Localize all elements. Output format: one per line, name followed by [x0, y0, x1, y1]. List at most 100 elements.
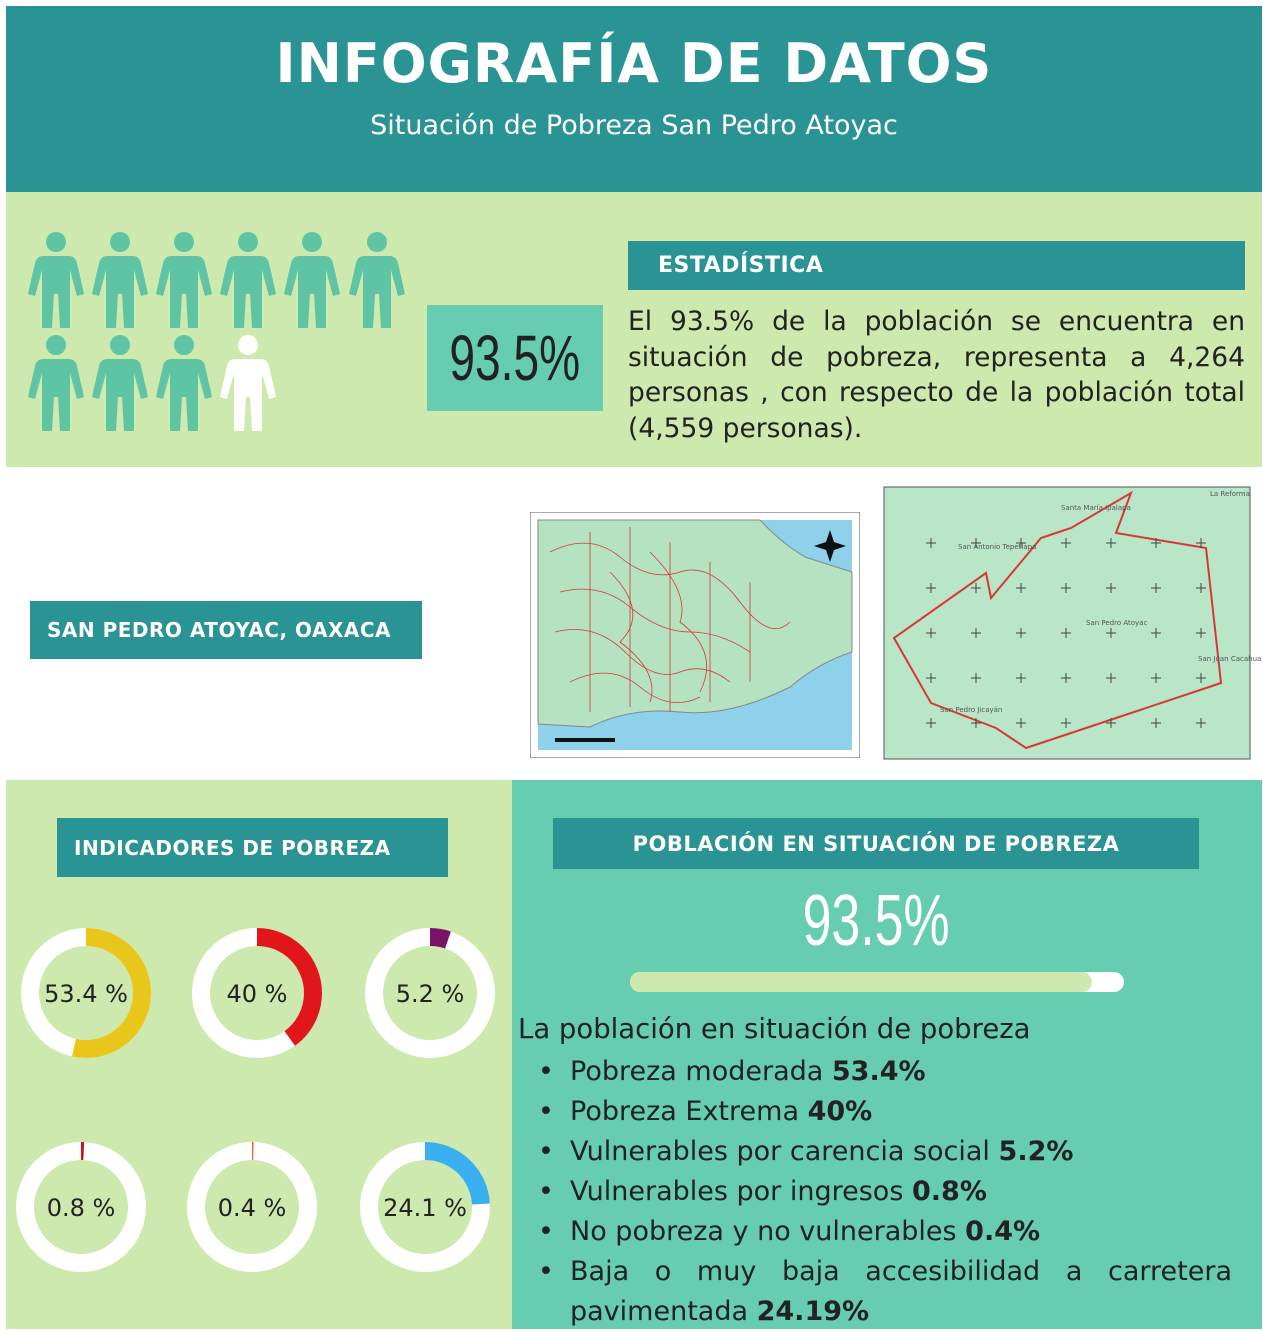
person-icon — [284, 232, 340, 328]
item-value: 0.8% — [911, 1176, 987, 1207]
map-place-label: San Antonio Tepetlapa — [958, 543, 1036, 551]
grid-cross — [1196, 673, 1206, 683]
person-icon — [28, 232, 84, 328]
grid-cross — [1151, 628, 1161, 638]
grid-cross — [971, 718, 981, 728]
donut-arc — [187, 1142, 317, 1272]
grid-cross — [1016, 538, 1026, 548]
municipal-borders — [549, 527, 791, 712]
grid-cross — [926, 673, 936, 683]
donut-arc — [21, 928, 151, 1058]
people-icons — [28, 232, 405, 431]
stat-value: 93.5% — [449, 322, 581, 394]
grid-cross — [971, 583, 981, 593]
person-icon — [220, 232, 276, 328]
map-place-label: La Reforma — [1210, 490, 1250, 498]
municipality-border — [892, 490, 1223, 750]
donut-label: 5.2 % — [396, 980, 465, 1008]
grid-cross — [1106, 538, 1116, 548]
donut-arc — [192, 928, 322, 1058]
grid-cross — [1016, 673, 1026, 683]
population-item: Baja o muy baja accesibilidad a carreter… — [518, 1252, 1232, 1332]
grid-cross — [1196, 538, 1206, 548]
grid-cross — [926, 583, 936, 593]
donut-arc — [365, 928, 495, 1058]
person-icon — [92, 232, 148, 328]
population-item: Pobreza moderada 53.4% — [518, 1052, 1232, 1092]
grid-cross — [971, 628, 981, 638]
grid-cross — [1196, 628, 1206, 638]
person-icon — [156, 335, 212, 431]
map-place-label: Santa María Ipalapa — [1061, 504, 1131, 512]
donut-arc — [16, 1142, 146, 1272]
stats-heading: ESTADÍSTICA — [628, 241, 1245, 290]
grid-crosses — [926, 538, 1206, 728]
population-item: No pobreza y no vulnerables 0.4% — [518, 1212, 1232, 1252]
item-value: 53.4% — [831, 1056, 926, 1087]
population-item: Vulnerables por ingresos 0.8% — [518, 1172, 1232, 1212]
scale-bar — [555, 738, 615, 742]
population-intro: La población en situación de pobreza — [518, 1013, 1031, 1045]
grid-cross — [1061, 718, 1071, 728]
item-value: 40% — [807, 1096, 873, 1127]
grid-cross — [1016, 628, 1026, 638]
grid-cross — [1196, 583, 1206, 593]
item-value: 5.2% — [998, 1136, 1074, 1167]
title: INFOGRAFÍA DE DATOS — [275, 32, 993, 95]
grid-cross — [1106, 673, 1116, 683]
donut-label: 0.4 % — [218, 1194, 287, 1222]
donut-label: 24.1 % — [383, 1194, 467, 1222]
grid-cross — [1196, 718, 1206, 728]
subtitle: Situación de Pobreza San Pedro Atoyac — [370, 110, 898, 141]
grid-cross — [1151, 583, 1161, 593]
grid-cross — [971, 538, 981, 548]
item-name: Pobreza moderada — [570, 1056, 824, 1087]
grid-cross — [1106, 718, 1116, 728]
donut-charts: 53.4 % 40 % 5.2 % 0.8 % 0.4 % 24.1 % — [16, 928, 495, 1272]
state-map — [530, 512, 860, 758]
map-area — [883, 486, 1251, 760]
item-name: Vulnerables por ingresos — [570, 1176, 904, 1207]
grid-cross — [1151, 718, 1161, 728]
location-label: SAN PEDRO ATOYAC, OAXACA — [30, 601, 422, 659]
grid-cross — [1106, 628, 1116, 638]
indicators-heading: INDICADORES DE POBREZA — [57, 818, 448, 877]
compass — [814, 530, 846, 562]
population-list: Pobreza moderada 53.4%Pobreza Extrema 40… — [518, 1052, 1232, 1332]
population-value: 93.5% — [553, 880, 1199, 961]
donut-label: 0.8 % — [47, 1194, 116, 1222]
item-value: 0.4% — [965, 1216, 1041, 1247]
grid-cross — [971, 673, 981, 683]
grid-cross — [1016, 583, 1026, 593]
map-place-label: San Pedro Jicayán — [940, 706, 1002, 714]
grid-cross — [1016, 718, 1026, 728]
stats-section: 93.5% ESTADÍSTICA El 93.5% de la poblaci… — [6, 192, 1262, 467]
item-value: 24.19% — [756, 1296, 870, 1327]
item-name: Vulnerables por carencia social — [570, 1136, 990, 1167]
land — [537, 519, 853, 728]
grid-cross — [926, 538, 936, 548]
grid-cross — [1061, 538, 1071, 548]
grid-cross — [926, 628, 936, 638]
population-heading: POBLACIÓN EN SITUACIÓN DE POBREZA — [553, 818, 1199, 869]
item-name: Pobreza Extrema — [570, 1096, 799, 1127]
population-item: Pobreza Extrema 40% — [518, 1092, 1232, 1132]
grid-cross — [1061, 628, 1071, 638]
grid-cross — [1106, 583, 1116, 593]
item-name: No pobreza y no vulnerables — [570, 1216, 957, 1247]
donut-label: 53.4 % — [44, 980, 128, 1008]
grid-cross — [1151, 673, 1161, 683]
population-value-text: 93.5% — [802, 881, 950, 961]
item-name: Baja o muy baja accesibilidad a carreter… — [570, 1256, 1232, 1327]
grid-cross — [1061, 583, 1071, 593]
person-icon — [220, 335, 276, 431]
grid-cross — [1061, 673, 1071, 683]
donut-label: 40 % — [227, 980, 288, 1008]
person-icon — [156, 232, 212, 328]
donut-arc — [360, 1142, 490, 1272]
grid-cross — [926, 718, 936, 728]
person-icon — [92, 335, 148, 431]
progress-bar — [630, 972, 1124, 992]
